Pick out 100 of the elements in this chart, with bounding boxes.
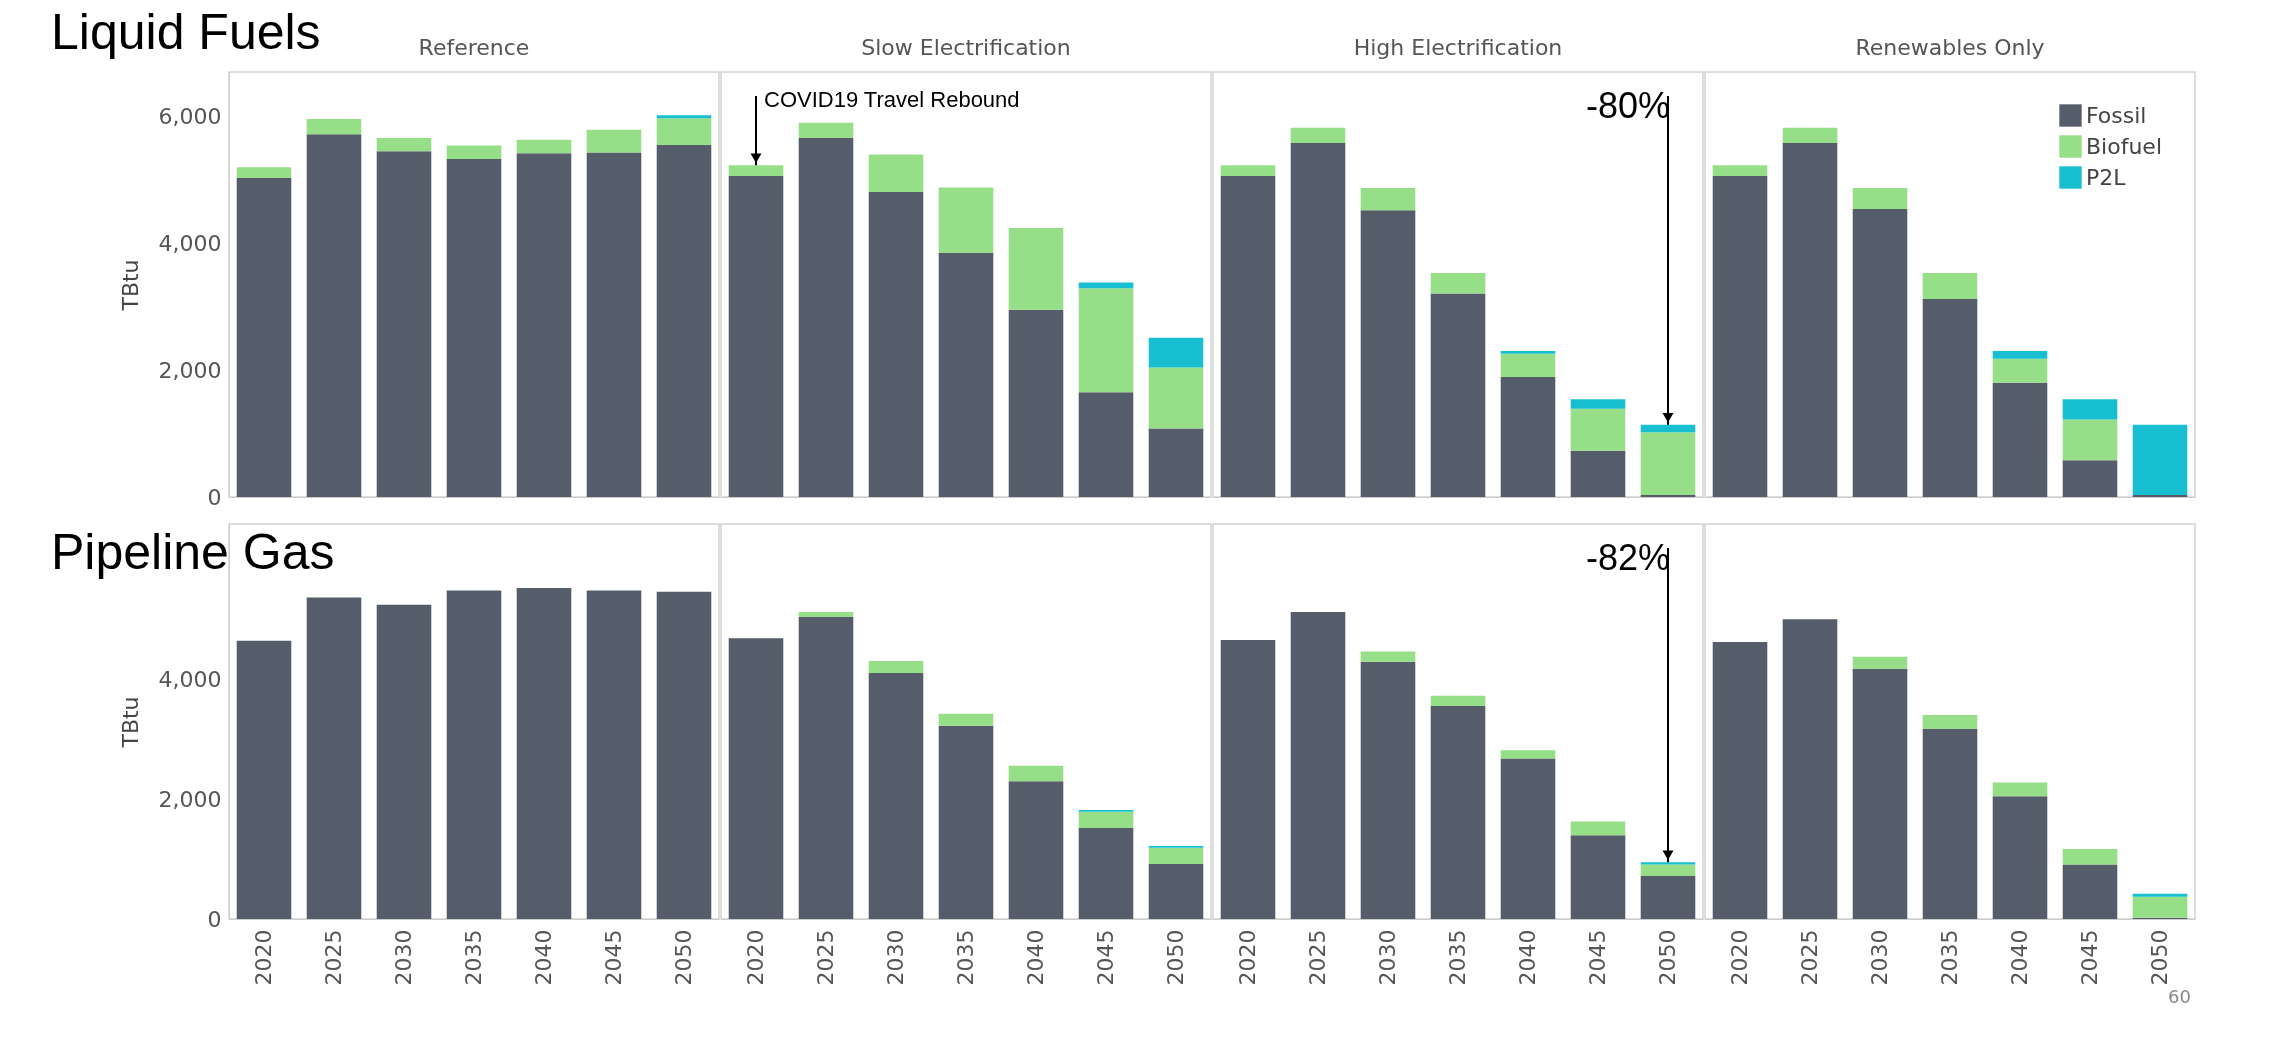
bar	[516, 139, 572, 154]
bar	[1220, 176, 1276, 497]
legend-label: Biofuel	[2086, 133, 2163, 159]
x-tick-label: 2025	[321, 929, 346, 986]
x-tick-label: 2035	[1445, 929, 1470, 986]
bar	[938, 725, 994, 919]
y-tick-label: 6,000	[158, 103, 222, 129]
bar	[798, 616, 854, 919]
bar	[1922, 273, 1978, 300]
bar	[1078, 392, 1134, 497]
chart-title: High Electrification	[1353, 35, 1563, 60]
bar	[306, 597, 362, 919]
bar	[656, 591, 712, 919]
x-tick-label: 2040	[531, 929, 556, 986]
bar	[1148, 337, 1204, 368]
bar	[1922, 714, 1978, 729]
bar	[1852, 209, 1908, 497]
bar	[656, 144, 712, 497]
bar	[446, 158, 502, 497]
bar	[376, 151, 432, 497]
x-tick-label: 2035	[461, 929, 486, 986]
bar	[306, 134, 362, 497]
bar	[1078, 811, 1134, 829]
y-axis-title: TBtu	[117, 259, 143, 312]
bar	[1712, 165, 1768, 177]
bar	[1290, 611, 1346, 919]
bar	[306, 118, 362, 135]
x-tick-label: 2025	[1797, 929, 1822, 986]
bar	[1640, 862, 1696, 865]
bar	[1712, 641, 1768, 919]
bar	[938, 187, 994, 253]
bar	[1570, 408, 1626, 451]
bar	[1992, 382, 2048, 497]
bar	[1148, 367, 1204, 429]
legend-label: P2L	[2086, 164, 2127, 190]
annotation: COVID19 Travel Rebound	[764, 87, 1020, 112]
bar	[1430, 293, 1486, 497]
bar	[1852, 656, 1908, 669]
bar	[1148, 428, 1204, 497]
x-tick-label: 2040	[2007, 929, 2032, 986]
bar	[1992, 782, 2048, 797]
y-tick-label: 4,000	[158, 230, 222, 256]
bar	[1500, 377, 1556, 497]
chart-title: Slow Electrification	[861, 35, 1071, 60]
bar	[1500, 758, 1556, 919]
x-tick-label: 2035	[1937, 929, 1962, 986]
bar	[1640, 424, 1696, 433]
bar	[656, 115, 712, 119]
bar	[728, 176, 784, 497]
x-tick-label: 2040	[1515, 929, 1540, 986]
bar	[2062, 460, 2118, 497]
bar	[1008, 228, 1064, 310]
y-tick-label: 2,000	[158, 786, 222, 812]
bar	[516, 588, 572, 919]
bar	[798, 611, 854, 617]
bar	[1148, 847, 1204, 864]
bar	[1570, 835, 1626, 919]
bar	[1782, 127, 1838, 144]
text: Liquid Fuels	[51, 4, 321, 60]
bar	[1360, 188, 1416, 211]
x-tick-label: 2050	[1163, 929, 1188, 986]
bar	[1992, 358, 2048, 383]
bar	[938, 252, 994, 497]
bar	[728, 165, 784, 177]
bar	[1852, 188, 1908, 210]
bar	[236, 177, 292, 497]
x-tick-label: 2025	[1305, 929, 1330, 986]
annotation: Pipeline Gas	[51, 524, 335, 580]
bar	[1640, 432, 1696, 496]
bar	[586, 590, 642, 919]
x-tick-label: 2045	[1093, 929, 1118, 986]
x-tick-label: 2020	[743, 929, 768, 986]
bar	[2062, 864, 2118, 919]
x-tick-label: 2020	[1727, 929, 1752, 986]
bar	[446, 590, 502, 919]
y-tick-label: 0	[207, 906, 222, 932]
bar	[1290, 127, 1346, 144]
y-tick-label: 2,000	[158, 357, 222, 383]
bar	[1782, 619, 1838, 919]
bar	[1078, 828, 1134, 919]
bar	[1992, 351, 2048, 359]
bar	[1360, 661, 1416, 919]
bar	[1360, 651, 1416, 662]
bar	[1782, 143, 1838, 497]
chart-title: Renewables Only	[1855, 35, 2045, 60]
x-tick-label: 2035	[953, 929, 978, 986]
bar	[1712, 176, 1768, 497]
bar	[798, 137, 854, 497]
bar	[1430, 695, 1486, 706]
x-tick-label: 2050	[671, 929, 696, 986]
text: 60	[2168, 986, 2191, 1007]
bar	[1290, 143, 1346, 497]
legend-label: Fossil	[2086, 102, 2147, 128]
bar	[868, 661, 924, 674]
bar	[1852, 668, 1908, 919]
y-tick-label: 4,000	[158, 667, 222, 693]
annotation: -80%	[1585, 85, 1670, 126]
bar	[1008, 765, 1064, 782]
bar	[1570, 821, 1626, 836]
x-tick-label: 2045	[2077, 929, 2102, 986]
